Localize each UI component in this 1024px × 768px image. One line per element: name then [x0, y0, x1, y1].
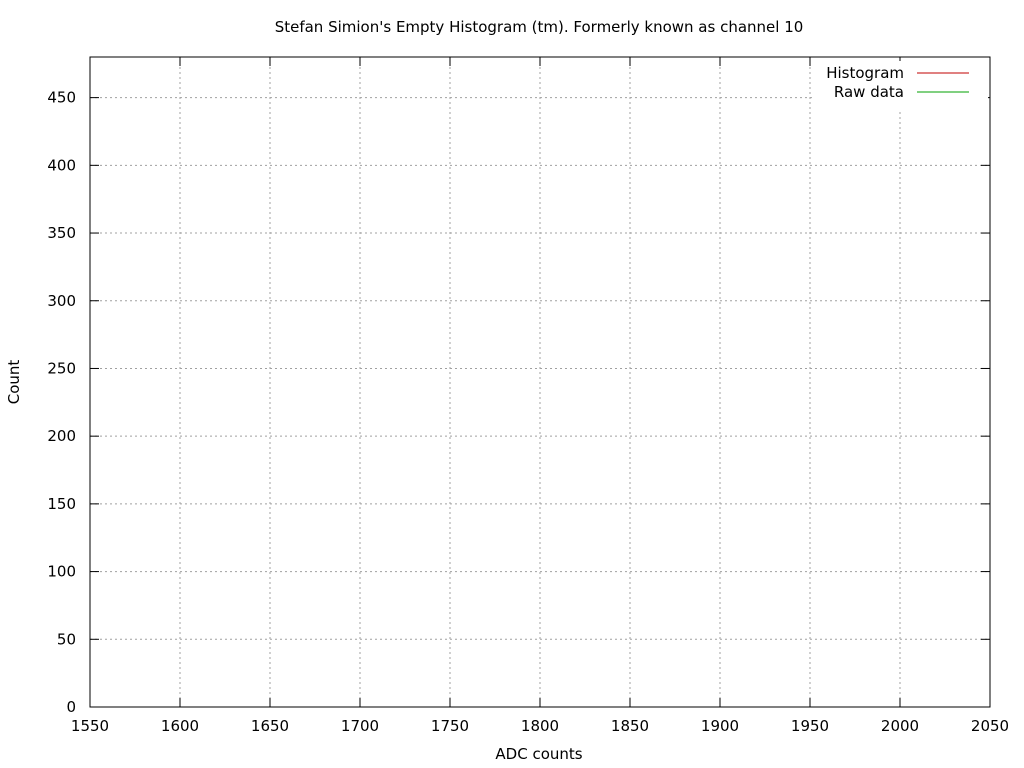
tick-labels: 1550 1600 1650 1700 1750 1800 1850 1900 1950 2000…	[47, 89, 1009, 735]
grid	[90, 57, 990, 707]
y-tick-label: 150	[47, 495, 76, 513]
x-tick-label: 1600	[161, 717, 199, 735]
legend-label: Raw data	[834, 83, 904, 101]
x-tick-label: 2050	[971, 717, 1009, 735]
legend-background	[812, 61, 988, 109]
y-tick-label: 450	[47, 89, 76, 107]
x-tick-label: 1650	[251, 717, 289, 735]
y-tick-label: 0	[66, 698, 76, 716]
x-tick-label: 1800	[521, 717, 559, 735]
y-tick-label: 100	[47, 563, 76, 581]
x-axis-label: ADC counts	[495, 745, 582, 763]
y-tick-label: 250	[47, 359, 76, 377]
x-tick-label: 1700	[341, 717, 379, 735]
y-axis-label: Count	[5, 360, 23, 405]
x-tick-label: 1850	[611, 717, 649, 735]
x-tick-label: 1900	[701, 717, 739, 735]
chart-title: Stefan Simion's Empty Histogram (tm). Fo…	[275, 18, 804, 36]
x-tick-label: 1950	[791, 717, 829, 735]
y-tick-label: 50	[57, 630, 76, 648]
x-tick-label: 2000	[881, 717, 919, 735]
y-tick-label: 200	[47, 427, 76, 445]
y-tick-label: 300	[47, 292, 76, 310]
y-tick-label: 350	[47, 224, 76, 242]
y-tick-label: 400	[47, 156, 76, 174]
x-tick-label: 1750	[431, 717, 469, 735]
x-tick-label: 1550	[71, 717, 109, 735]
plot-border	[89, 56, 991, 708]
legend-label: Histogram	[826, 64, 904, 82]
